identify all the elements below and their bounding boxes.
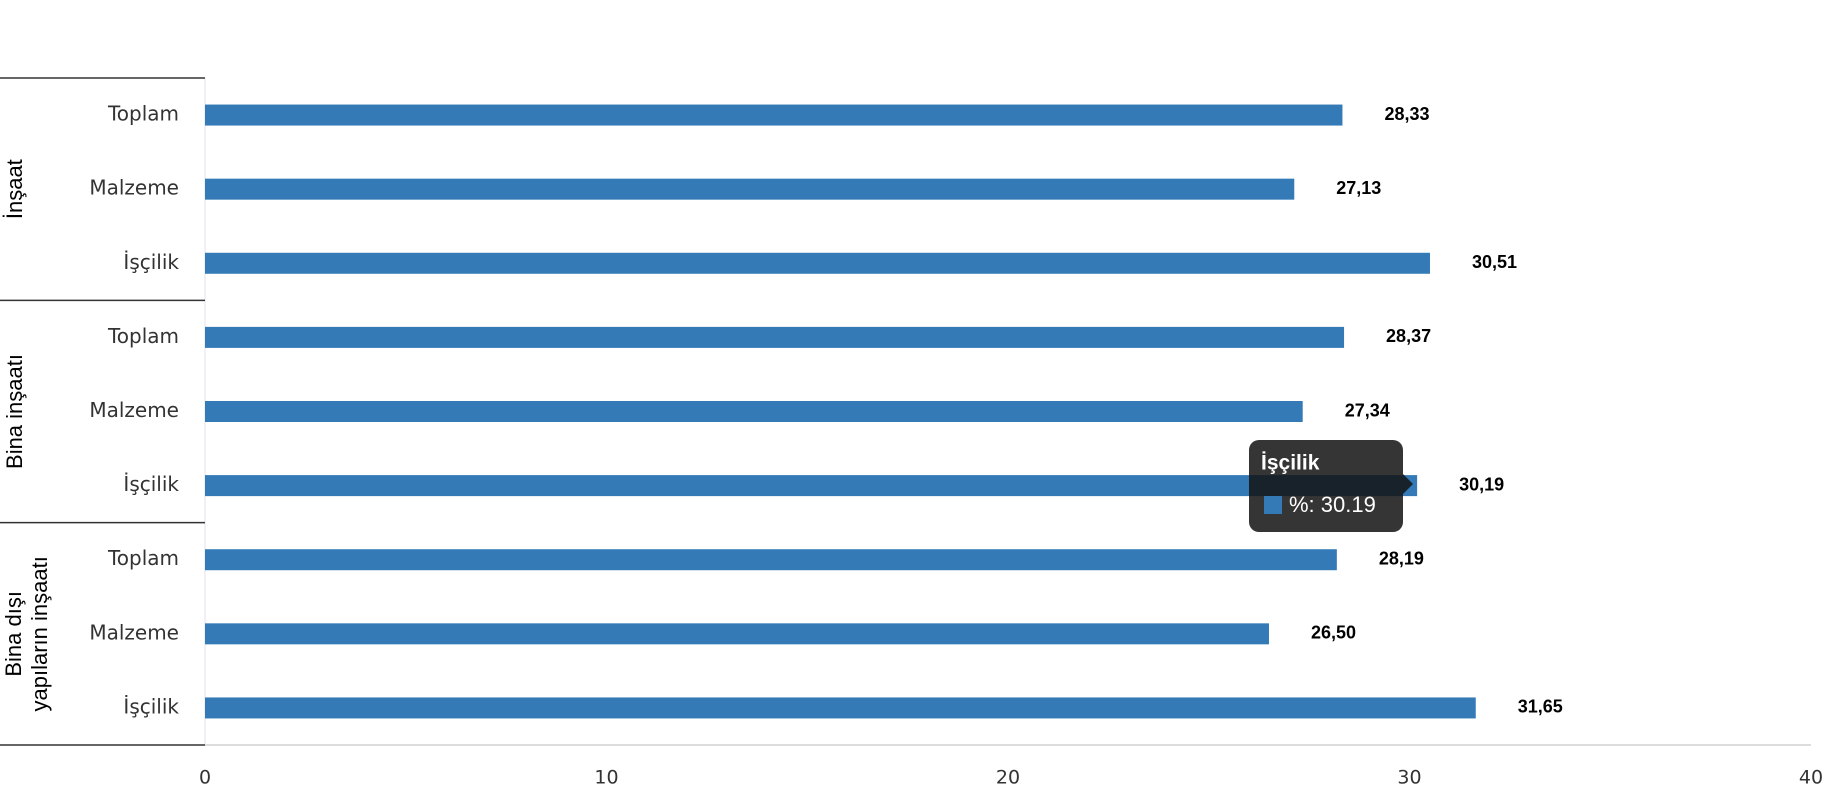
group-label-line: Bina inşaatı xyxy=(2,354,27,469)
value-label: 30,19 xyxy=(1459,474,1504,494)
value-label: 28,19 xyxy=(1379,548,1424,568)
bar xyxy=(205,326,1345,348)
group-label: Bina dışıyapıların inşaatı xyxy=(1,556,52,711)
y-tick-label: İşçilik xyxy=(123,694,179,718)
x-tick-label: 10 xyxy=(594,767,618,789)
tooltip-arrow xyxy=(1403,474,1413,494)
tooltip-box xyxy=(1249,440,1403,532)
bar xyxy=(205,401,1303,422)
x-tick-label: 0 xyxy=(199,767,211,789)
tooltip-swatch xyxy=(1264,496,1282,514)
group-label-line: yapıların inşaatı xyxy=(27,556,52,711)
bar xyxy=(205,178,1295,200)
bar xyxy=(205,475,1418,497)
group-label-line: Bina dışı xyxy=(1,591,26,677)
tooltip: İşçilik %: 30.19 xyxy=(1249,440,1413,532)
value-label: 27,34 xyxy=(1345,400,1390,420)
tooltip-label: %: 30.19 xyxy=(1289,492,1376,517)
value-label: 26,50 xyxy=(1311,623,1356,643)
value-label: 28,37 xyxy=(1386,326,1431,346)
bar xyxy=(205,104,1343,126)
bar xyxy=(205,252,1430,274)
group-label: Bina inşaatı xyxy=(2,354,27,469)
y-tick-label: Malzeme xyxy=(89,620,179,644)
y-tick-label: İşçilik xyxy=(123,472,179,496)
y-tick-label: Malzeme xyxy=(89,176,179,200)
value-label: 31,65 xyxy=(1518,697,1563,717)
y-tick-label: Toplam xyxy=(107,324,179,348)
y-tick-label: İşçilik xyxy=(123,250,179,274)
y-tick-label: Malzeme xyxy=(89,398,179,422)
value-label: 28,33 xyxy=(1384,104,1429,124)
bar xyxy=(205,697,1476,719)
x-tick-label: 40 xyxy=(1799,767,1823,789)
x-tick-label: 30 xyxy=(1397,767,1421,789)
x-tick-label: 20 xyxy=(996,767,1020,789)
bar xyxy=(205,549,1337,571)
y-tick-label: Toplam xyxy=(107,546,179,570)
y-tick-label: Toplam xyxy=(107,102,179,126)
bar xyxy=(205,623,1269,645)
tooltip-title: İşçilik xyxy=(1261,452,1320,475)
group-label-line: İnşaat xyxy=(2,159,27,219)
value-label: 30,51 xyxy=(1472,252,1517,272)
value-label: 27,13 xyxy=(1336,178,1381,198)
group-label: İnşaat xyxy=(2,159,27,219)
